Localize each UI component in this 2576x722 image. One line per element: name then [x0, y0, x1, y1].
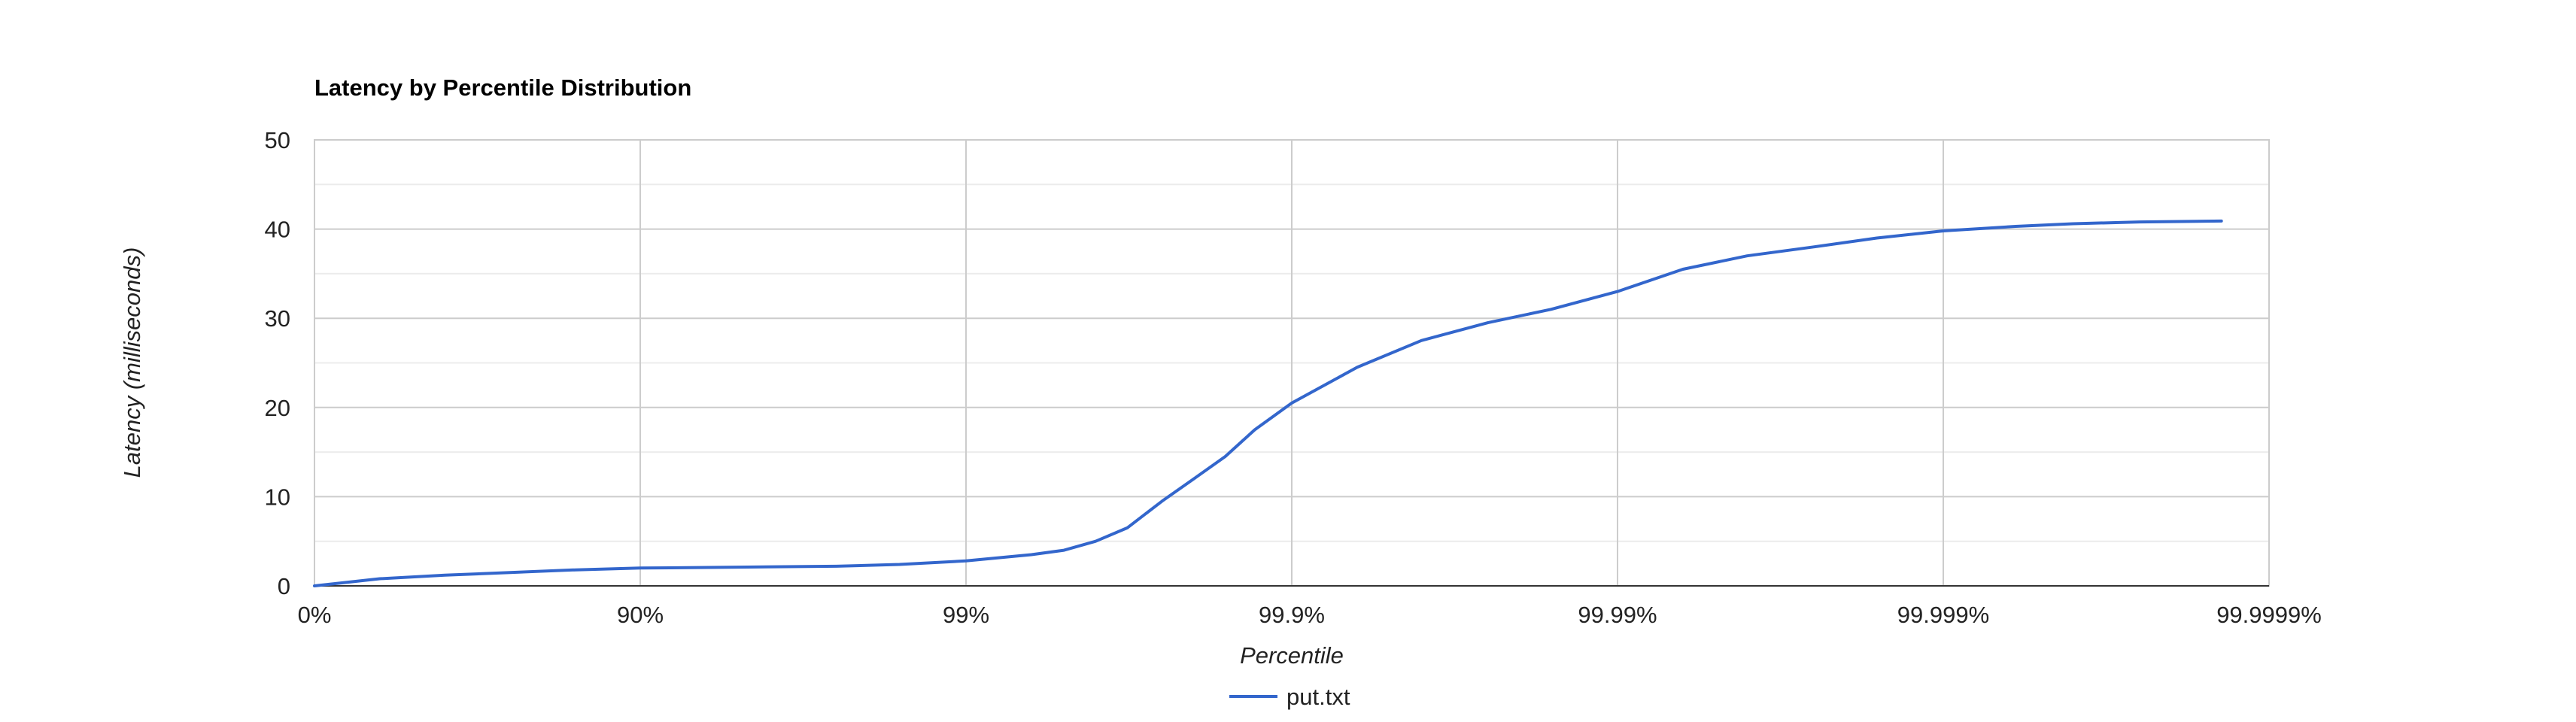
legend: put.txt	[1229, 684, 1350, 710]
y-tick-label: 20	[265, 395, 290, 421]
y-tick-label: 30	[265, 305, 290, 332]
y-tick-label: 50	[265, 127, 290, 153]
y-axis-ticks: 0 10 20 30 40 50	[265, 127, 290, 599]
x-axis-ticks: 0% 90% 99% 99.9% 99.99% 99.999% 99.9999%	[298, 602, 2322, 628]
y-tick-label: 10	[265, 484, 290, 510]
y-tick-label: 0	[278, 573, 290, 599]
x-axis-title: Percentile	[1240, 642, 1344, 669]
series-layer	[313, 219, 2223, 587]
x-tick-label: 99.99%	[1578, 602, 1657, 628]
legend-label-put-txt: put.txt	[1286, 684, 1350, 710]
x-tick-label: 90%	[617, 602, 664, 628]
series-line-0	[313, 219, 2223, 587]
y-axis-title: Latency (milliseconds)	[119, 247, 145, 478]
x-tick-label: 99.9%	[1259, 602, 1325, 628]
chart-title: Latency by Percentile Distribution	[314, 74, 691, 101]
x-tick-label: 99.9999%	[2216, 602, 2322, 628]
x-tick-label: 0%	[298, 602, 332, 628]
y-tick-label: 40	[265, 217, 290, 243]
x-tick-label: 99.999%	[1897, 602, 1989, 628]
grid	[314, 139, 2270, 587]
x-tick-label: 99%	[943, 602, 989, 628]
